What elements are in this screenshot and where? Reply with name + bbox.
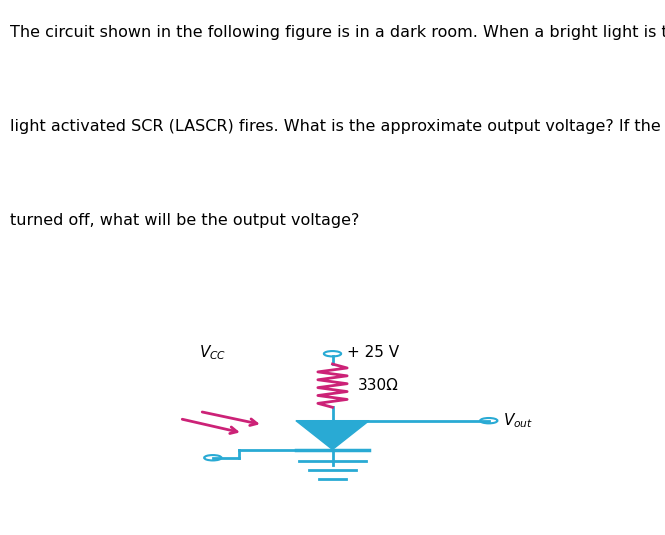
Text: light activated SCR (LASCR) fires. What is the approximate output voltage? If th: light activated SCR (LASCR) fires. What … [10,119,665,134]
Text: $V_{out}$: $V_{out}$ [503,411,533,430]
Text: + 25 V: + 25 V [347,345,399,360]
Text: The circuit shown in the following figure is in a dark room. When a bright light: The circuit shown in the following figur… [10,25,665,40]
Text: 330Ω: 330Ω [358,378,398,393]
Polygon shape [296,421,369,449]
Text: $V_{CC}$: $V_{CC}$ [199,343,226,362]
Text: turned off, what will be the output voltage?: turned off, what will be the output volt… [10,213,359,228]
